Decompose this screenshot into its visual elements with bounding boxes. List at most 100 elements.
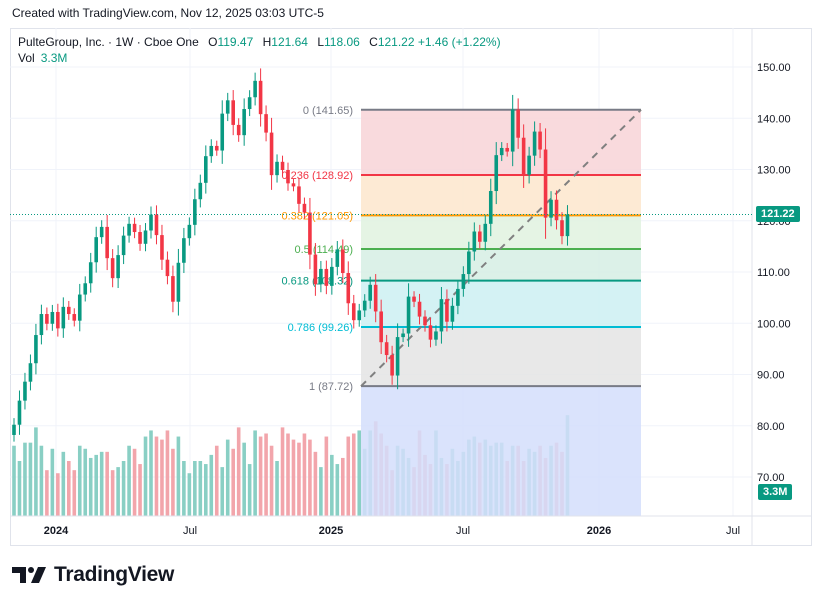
fib-trend-line [360, 109, 642, 387]
volume-bar [99, 451, 104, 516]
candle-body [247, 97, 252, 110]
y-tick-label: 80.00 [757, 421, 785, 433]
candle-body [132, 223, 137, 233]
volume-bar [116, 467, 120, 516]
candle-body [193, 199, 197, 225]
candle-body [116, 255, 120, 279]
candle-body [72, 314, 77, 321]
candle-body [313, 254, 318, 285]
volume-value: 3.3M [40, 51, 68, 65]
volume-bar [127, 445, 131, 516]
candle-body [138, 232, 142, 244]
candle-body [384, 342, 389, 356]
candle-body [341, 249, 345, 274]
candle-body [121, 235, 126, 256]
volume-bar [67, 461, 71, 516]
candle-body [450, 305, 455, 322]
fib-zone [361, 109, 641, 176]
high-label: H [262, 35, 272, 49]
y-tick-label: 150.00 [757, 62, 791, 74]
open-value: 119.47 [217, 35, 254, 49]
fib-zone [361, 327, 641, 387]
y-tick-label: 70.00 [757, 472, 785, 484]
candle-body [253, 80, 257, 98]
candle-body [143, 230, 148, 244]
volume-bar [357, 430, 362, 516]
candle-body [165, 259, 170, 277]
candle-body [220, 113, 225, 151]
candle-body [88, 262, 93, 284]
candle-body [324, 268, 329, 286]
volume-bar [280, 427, 285, 516]
fib-level-label: 0.382 (121.05) [281, 210, 353, 222]
open-label: O [208, 35, 218, 49]
candle-body [110, 258, 115, 279]
candle-body [434, 331, 438, 340]
tradingview-logo[interactable]: TradingView [12, 563, 174, 587]
ohlc-legend: PulteGroup, Inc. · 1W · Cboe One O119.47… [18, 35, 501, 49]
candle-body [549, 199, 553, 218]
volume-label: Vol [18, 51, 35, 65]
candle-body [17, 400, 22, 425]
candle-body [231, 100, 235, 125]
candle-body [527, 155, 531, 175]
volume-bar [160, 439, 164, 516]
x-tick-label: 2024 [44, 525, 69, 537]
y-tick-label: 130.00 [757, 165, 791, 177]
volume-bar [286, 433, 290, 516]
candle-body [560, 220, 564, 237]
volume-bar [225, 439, 230, 516]
candle-body [445, 299, 449, 322]
candle-body [510, 109, 515, 152]
candle-body [357, 310, 362, 321]
volume-bar [17, 461, 22, 516]
volume-bar [291, 439, 296, 516]
candle-body [225, 100, 230, 114]
volume-bar [351, 433, 356, 516]
y-tick-label: 140.00 [757, 113, 791, 125]
volume-bar [209, 454, 214, 516]
y-tick-label: 110.00 [757, 267, 790, 279]
x-tick-label: 2025 [319, 525, 343, 537]
candle-body [330, 266, 334, 286]
volume-bar [94, 454, 98, 516]
volume-bar [214, 445, 219, 516]
x-tick-label: Jul [456, 525, 470, 537]
candle-body [127, 223, 131, 236]
candle-body [538, 131, 542, 150]
candlesticks [12, 68, 570, 442]
volume-bar [39, 445, 44, 516]
fib-retracement: 0 (141.65) 0.236 (128.92) 0.382 (121.05) 0.… [281, 105, 642, 516]
candle-body [198, 182, 203, 200]
candle-body [182, 238, 186, 263]
candle-body [269, 132, 274, 176]
volume-bar [182, 461, 186, 516]
candle-body [439, 299, 444, 332]
candle-body [417, 301, 422, 317]
volume-bar [23, 442, 27, 516]
volume-bar [187, 473, 192, 516]
volume-bar [149, 430, 153, 516]
fib-zone [361, 248, 641, 281]
candle-body [368, 284, 372, 301]
candle-body [264, 114, 268, 133]
candle-body [154, 214, 159, 236]
candle-body [297, 186, 301, 204]
candle-body [187, 224, 192, 239]
volume-bar [110, 470, 115, 516]
volume-bar [220, 467, 225, 516]
candle-body [565, 214, 570, 237]
volume-bar [154, 436, 159, 516]
volume-bar [121, 461, 126, 516]
chart-frame [10, 28, 812, 546]
volume-bar [45, 470, 49, 516]
candle-body [258, 80, 263, 115]
volume-bar [258, 436, 263, 516]
fib-zone [361, 215, 641, 249]
candle-body [423, 316, 427, 326]
volume-bar [61, 451, 66, 516]
candle-body [362, 300, 367, 311]
volume-bar [28, 442, 33, 516]
volume-bar [176, 436, 181, 516]
